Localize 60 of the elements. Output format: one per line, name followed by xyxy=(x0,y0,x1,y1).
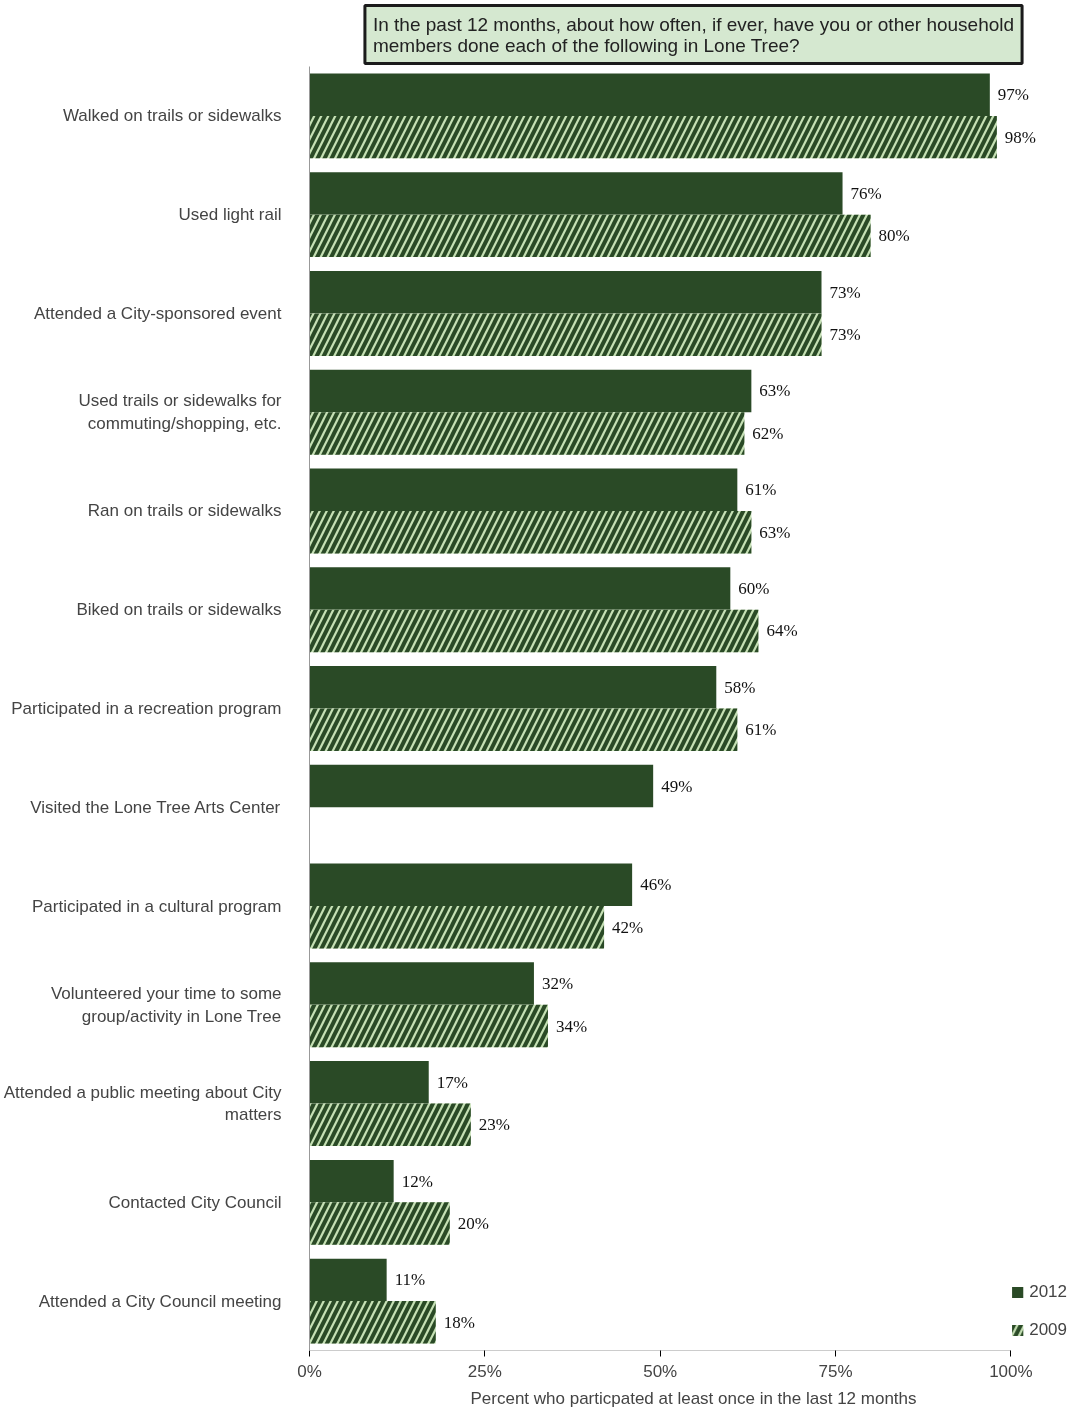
bar xyxy=(309,764,654,808)
y-tick-label: Ran on trails or sidewalks xyxy=(87,501,282,521)
data-label: 49% xyxy=(661,776,693,796)
data-label: 73% xyxy=(829,282,861,302)
bar xyxy=(309,567,731,610)
y-tick-label: Participated in a recreation program xyxy=(11,699,282,718)
data-label: 23% xyxy=(478,1115,510,1135)
bar xyxy=(309,1061,429,1104)
legend-label: 2009 xyxy=(1029,1320,1067,1340)
bar xyxy=(309,863,633,907)
data-label: 80% xyxy=(878,226,910,246)
x-tick-label: 50% xyxy=(643,1361,678,1381)
data-label: 97% xyxy=(997,85,1029,105)
y-tick-label: Volunteered your time to some group/activity in Lone Tree xyxy=(50,983,282,1026)
data-label: 11% xyxy=(394,1270,426,1290)
data-label: 34% xyxy=(555,1016,588,1036)
data-label: 46% xyxy=(640,875,672,895)
bar xyxy=(309,270,822,314)
data-label: 42% xyxy=(612,917,644,937)
y-tick-label: Biked on trails or sidewalks xyxy=(76,600,282,620)
x-tick-label: 25% xyxy=(467,1361,502,1381)
x-tick-label: 100% xyxy=(989,1361,1033,1381)
data-label: 64% xyxy=(766,621,798,641)
x-tick-label: 75% xyxy=(818,1361,853,1381)
y-tick-label: Participated in a cultural program xyxy=(32,896,282,916)
y-tick-label: Used light rail xyxy=(178,205,282,225)
y-tick-label: Attended a public meeting about City matters xyxy=(3,1082,282,1125)
data-label: 20% xyxy=(457,1214,489,1234)
data-label: 18% xyxy=(443,1312,475,1332)
y-tick-label: Contacted City Council xyxy=(108,1192,282,1212)
y-tick-label: Attended a City-sponsored event xyxy=(33,303,282,323)
data-label: 63% xyxy=(759,522,791,542)
bar xyxy=(309,468,738,511)
bar xyxy=(309,1258,387,1302)
legend-label: 2012 xyxy=(1029,1282,1067,1302)
bar xyxy=(309,172,843,215)
data-label: 17% xyxy=(436,1072,468,1092)
chart-title: In the past 12 months, about how often, if ever, have you or other household members done each of the following in Lone Tree? xyxy=(372,13,1015,56)
data-label: 61% xyxy=(745,480,777,500)
y-tick-label: Attended a City Council meeting xyxy=(38,1291,282,1311)
data-label: 73% xyxy=(829,325,861,345)
data-label: 61% xyxy=(745,720,777,740)
y-tick-label: Walked on trails or sidewalks xyxy=(62,106,282,126)
bar xyxy=(309,369,752,413)
data-label: 76% xyxy=(850,183,882,203)
x-tick-label: 0% xyxy=(297,1361,322,1381)
bar xyxy=(309,666,717,709)
data-label: 98% xyxy=(1004,127,1037,147)
y-tick-label: Used trails or sidewalks for commuting/shopping, etc. xyxy=(78,391,282,434)
y-tick-label: Visited the Lone Tree Arts Center xyxy=(30,797,281,817)
bar xyxy=(309,73,990,116)
data-label: 62% xyxy=(752,423,784,443)
bar xyxy=(309,962,534,1005)
data-label: 12% xyxy=(401,1171,433,1191)
data-label: 60% xyxy=(738,579,770,598)
data-label: 63% xyxy=(759,381,791,401)
bar xyxy=(309,1159,394,1203)
data-label: 32% xyxy=(541,974,574,994)
x-axis-title: Percent who particpated at least once in the last 12 months xyxy=(470,1388,917,1408)
data-label: 58% xyxy=(724,677,756,697)
